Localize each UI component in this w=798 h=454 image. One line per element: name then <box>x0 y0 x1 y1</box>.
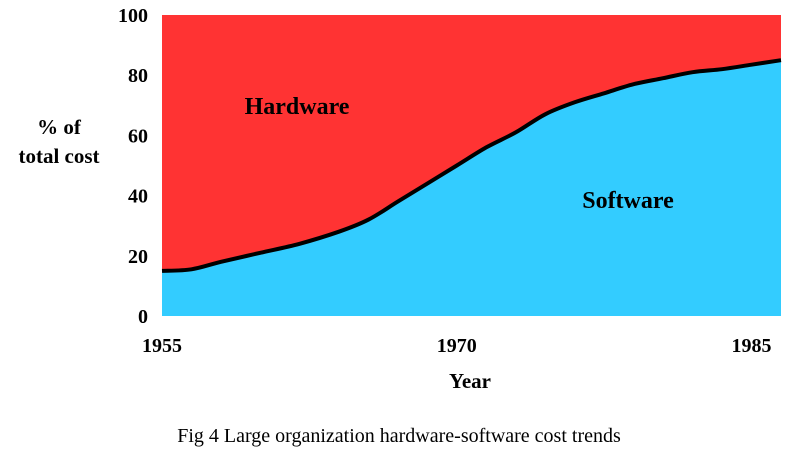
y-tick-label: 0 <box>138 306 148 328</box>
x-axis-label: Year <box>449 369 491 393</box>
y-tick-label: 100 <box>118 5 148 27</box>
y-tick-label: 40 <box>128 186 148 208</box>
plot-area <box>161 15 782 317</box>
y-tick-label: 60 <box>128 125 148 147</box>
x-tick-label: 1970 <box>437 335 477 357</box>
y-axis-label-line-1: % of <box>37 115 82 139</box>
y-axis-ticks: 0 20 40 60 80 100 <box>118 5 148 328</box>
software-area <box>162 60 781 317</box>
boundary-line <box>161 58 782 273</box>
figure-caption: Fig 4 Large organization hardware-softwa… <box>177 425 621 447</box>
series-label-software: Software <box>582 188 674 214</box>
x-tick-label: 1955 <box>142 335 182 357</box>
series-label-hardware: Hardware <box>245 94 350 120</box>
x-tick-label: 1985 <box>732 335 772 357</box>
x-axis-ticks: 1955 1970 1985 <box>142 335 772 357</box>
hardware-area <box>162 15 781 271</box>
y-tick-label: 20 <box>128 246 148 268</box>
y-tick-label: 80 <box>128 65 148 87</box>
y-axis-label-line-2: total cost <box>18 144 99 168</box>
